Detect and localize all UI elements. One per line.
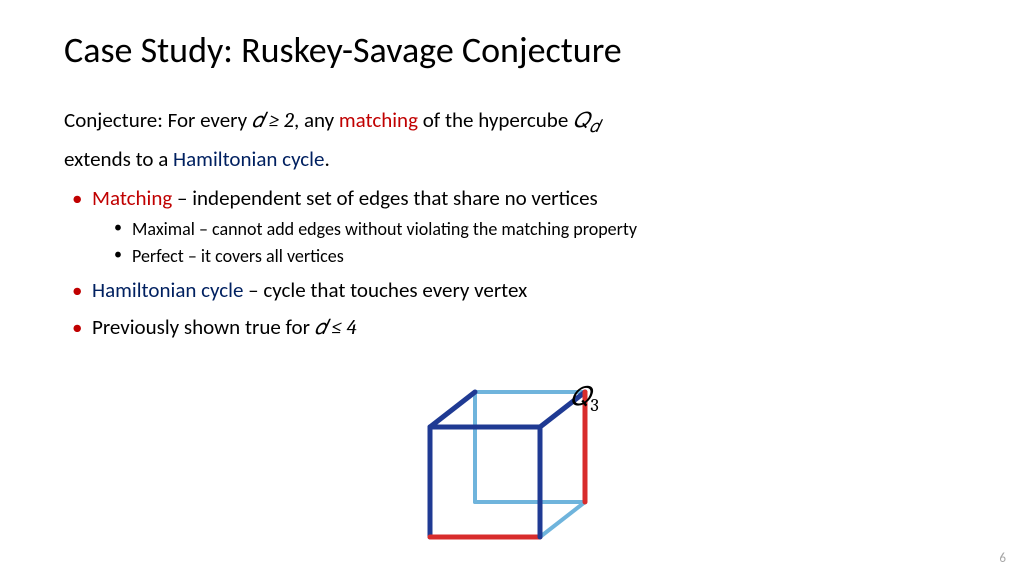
b2-term: Hamiltonian cycle: [92, 277, 243, 303]
bullet-matching: Matching – independent set of edges that…: [64, 182, 960, 271]
b1-sub2: Perfect – it covers all vertices: [92, 243, 960, 270]
b2-rest: – cycle that touches every vertex: [243, 277, 527, 303]
conjecture-text: Conjecture: For every 𝑑 ≥ 2, any matchin…: [64, 104, 960, 176]
conj-line2a: extends to a: [64, 146, 173, 172]
cube-diagram: [400, 382, 660, 562]
conj-prefix: Conjecture: For every: [64, 107, 252, 133]
conj-qd: 𝑄𝑑: [573, 109, 600, 133]
slide-title: Case Study: Ruskey-Savage Conjecture: [64, 28, 960, 72]
conj-hamcycle: Hamiltonian cycle: [173, 146, 324, 172]
conj-ineq1: 𝑑 ≥ 2: [252, 109, 294, 133]
b1-term: Matching: [92, 185, 172, 211]
bullet-previous: Previously shown true for 𝑑 ≤ 4: [64, 311, 960, 345]
page-number: 6: [999, 551, 1006, 566]
b1-sub1: Maximal – cannot add edges without viola…: [92, 216, 960, 243]
conj-mid1: , any: [294, 107, 339, 133]
bullet-hamiltonian: Hamiltonian cycle – cycle that touches e…: [64, 274, 960, 307]
conj-mid2: of the hypercube: [418, 107, 573, 133]
conj-matching: matching: [339, 107, 418, 133]
b3-a: Previously shown true for: [92, 314, 315, 340]
b1-rest: – independent set of edges that share no…: [172, 185, 597, 211]
conj-line2b: .: [324, 146, 329, 172]
b3-ineq: 𝑑 ≤ 4: [315, 316, 357, 340]
bullet-list: Matching – independent set of edges that…: [64, 182, 960, 345]
cube-label: 𝑄3: [570, 382, 599, 416]
